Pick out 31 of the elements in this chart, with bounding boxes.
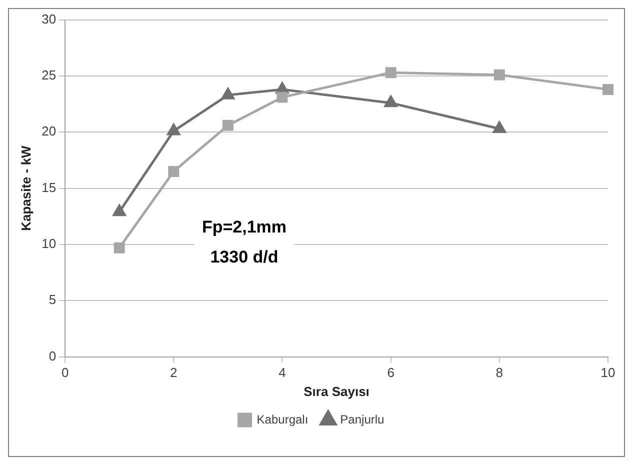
- point: [222, 120, 234, 131]
- x-tick-label: 10: [600, 365, 616, 380]
- legend-label: Kaburgalı: [256, 412, 308, 426]
- point: [384, 96, 398, 108]
- y-tick-label: 0: [48, 348, 56, 364]
- x-tick-label: 2: [170, 365, 178, 380]
- annotation: Fp=2,1mm: [202, 217, 287, 236]
- y-tick-label: 30: [42, 11, 56, 26]
- annotation: 1330 d/d: [210, 247, 278, 266]
- y-tick-label: 20: [42, 124, 56, 139]
- y-tick-label: 25: [42, 68, 56, 83]
- point: [112, 204, 126, 216]
- y-axis-title: Kapasite - kW: [18, 144, 34, 231]
- point: [221, 88, 234, 100]
- x-tick-label: 6: [387, 365, 394, 380]
- point: [167, 124, 180, 136]
- point: [602, 84, 614, 95]
- x-tick-label: 4: [278, 365, 286, 380]
- x-tick-label: 0: [61, 365, 69, 380]
- y-tick-label: 10: [42, 236, 56, 252]
- point: [168, 166, 180, 177]
- point: [114, 242, 125, 254]
- point: [492, 122, 506, 134]
- x-tick-label: 8: [496, 365, 504, 380]
- y-tick-label: 15: [42, 180, 56, 195]
- point: [276, 92, 288, 103]
- legend-label: Panjurlu: [340, 412, 384, 426]
- point: [385, 67, 396, 78]
- point: [494, 69, 505, 80]
- x-axis-title: Sıra Sayısı: [304, 384, 370, 399]
- y-tick-label: 5: [48, 292, 56, 308]
